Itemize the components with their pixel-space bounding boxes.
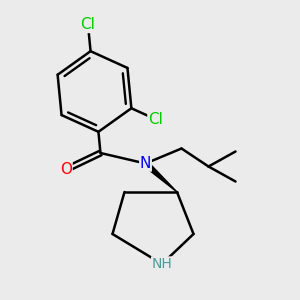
Text: Cl: Cl <box>148 112 163 127</box>
Text: N: N <box>140 156 151 171</box>
Polygon shape <box>143 161 177 192</box>
Text: O: O <box>60 162 72 177</box>
Text: Cl: Cl <box>81 17 95 32</box>
Text: NH: NH <box>152 257 172 271</box>
